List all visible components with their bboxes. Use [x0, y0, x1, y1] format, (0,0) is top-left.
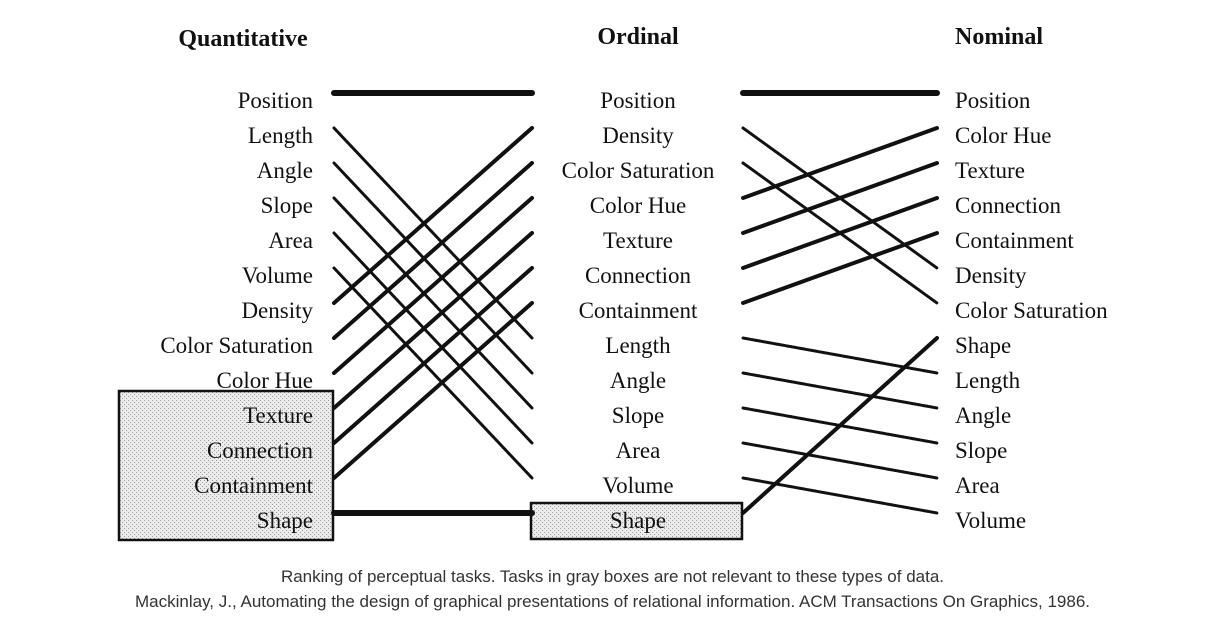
quantitative-item-color-hue: Color Hue: [217, 368, 313, 393]
quantitative-not-relevant-box: [117, 389, 335, 542]
quantitative-to-ordinal-link-texture: [332, 231, 534, 410]
quantitative-item-color-saturation: Color Saturation: [160, 333, 313, 358]
ordinal-item-length: Length: [605, 333, 671, 358]
ordinal-column-header: Ordinal: [597, 24, 679, 50]
ordinal-item-slope: Slope: [612, 403, 664, 428]
ordinal-item-area: Area: [616, 438, 661, 463]
quantitative-to-ordinal-link-containment: [332, 301, 534, 480]
nominal-item-color-hue: Color Hue: [955, 123, 1051, 148]
ordinal-to-nominal-link-area: [741, 441, 939, 480]
ordinal-item-connection: Connection: [585, 263, 692, 288]
ordinal-item-position: Position: [600, 88, 676, 113]
ordinal-to-nominal-link-length: [741, 336, 939, 375]
quantitative-item-connection: Connection: [207, 438, 314, 463]
figure-caption: Ranking of perceptual tasks. Tasks in gr…: [0, 564, 1225, 614]
ordinal-to-nominal-link-containment: [741, 231, 939, 305]
ordinal-item-containment: Containment: [579, 298, 698, 323]
quantitative-item-position: Position: [238, 88, 314, 113]
quantitative-to-ordinal-link-color-saturation: [332, 161, 534, 340]
quantitative-item-length: Length: [248, 123, 314, 148]
ordinal-to-nominal-link-volume: [741, 476, 939, 515]
quantitative-item-volume: Volume: [242, 263, 313, 288]
nominal-item-position: Position: [955, 88, 1031, 113]
nominal-item-texture: Texture: [955, 158, 1025, 183]
ordinal-to-nominal-link-angle: [741, 371, 939, 410]
perceptual-ranking-diagram: Quantitative Position Length Angle Slope Area…: [117, 24, 1108, 542]
ordinal-item-texture: Texture: [603, 228, 673, 253]
quantitative-to-ordinal-link-volume: [332, 266, 534, 480]
nominal-item-area: Area: [955, 473, 1000, 498]
caption-line-1: Ranking of perceptual tasks. Tasks in gr…: [280, 567, 945, 586]
quantitative-to-ordinal-link-angle: [332, 161, 534, 375]
quantitative-item-containment: Containment: [194, 473, 313, 498]
ordinal-item-angle: Angle: [610, 368, 666, 393]
quantitative-item-texture: Texture: [243, 403, 313, 428]
quantitative-item-area: Area: [268, 228, 313, 253]
ordinal-item-shape: Shape: [610, 508, 666, 533]
ordinal-to-nominal-link-color-hue: [741, 126, 939, 200]
quantitative-item-slope: Slope: [261, 193, 313, 218]
quantitative-item-density: Density: [241, 298, 313, 323]
quantitative-to-ordinal-link-length: [332, 126, 534, 340]
nominal-item-length: Length: [955, 368, 1021, 393]
ordinal-item-density: Density: [602, 123, 674, 148]
ordinal-not-relevant-box: [529, 501, 744, 541]
quantitative-to-ordinal-link-color-hue: [332, 196, 534, 375]
quantitative-item-shape: Shape: [257, 508, 313, 533]
quantitative-to-ordinal-link-connection: [332, 266, 534, 445]
nominal-item-angle: Angle: [955, 403, 1011, 428]
nominal-item-density: Density: [955, 263, 1027, 288]
nominal-item-containment: Containment: [955, 228, 1074, 253]
ordinal-item-volume: Volume: [602, 473, 673, 498]
ordinal-item-color-hue: Color Hue: [590, 193, 686, 218]
ordinal-to-nominal-link-connection: [741, 196, 939, 270]
nominal-item-connection: Connection: [955, 193, 1062, 218]
quantitative-column-header: Quantitative: [178, 26, 308, 52]
nominal-column-header: Nominal: [955, 24, 1043, 50]
quantitative-item-angle: Angle: [257, 158, 313, 183]
nominal-item-shape: Shape: [955, 333, 1011, 358]
ordinal-to-nominal-link-texture: [741, 161, 939, 235]
ordinal-to-nominal-link-shape: [741, 336, 939, 515]
caption-line-2: Mackinlay, J., Automating the design of …: [134, 592, 1091, 611]
quantitative-to-ordinal-link-slope: [332, 196, 534, 410]
ordinal-item-color-saturation: Color Saturation: [562, 158, 715, 183]
nominal-item-slope: Slope: [955, 438, 1007, 463]
nominal-item-volume: Volume: [955, 508, 1026, 533]
quantitative-to-ordinal-link-density: [332, 126, 534, 305]
nominal-item-color-saturation: Color Saturation: [955, 298, 1108, 323]
quantitative-to-ordinal-link-area: [332, 231, 534, 445]
